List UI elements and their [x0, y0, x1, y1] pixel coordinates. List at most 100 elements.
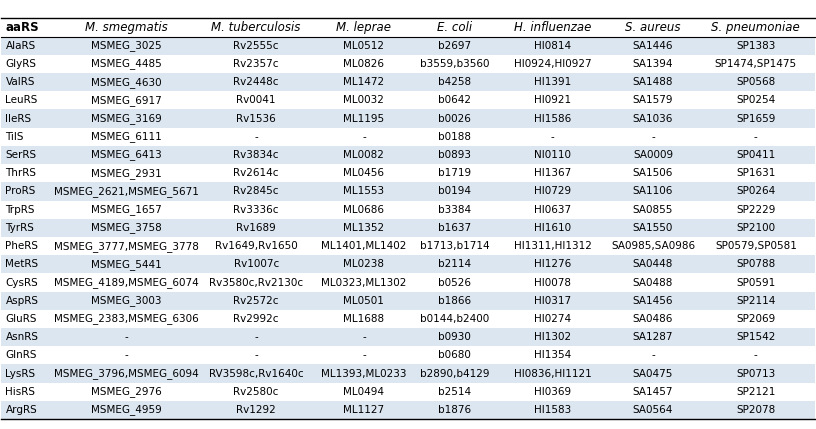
- Text: SP1659: SP1659: [736, 114, 775, 124]
- Text: ML1127: ML1127: [344, 405, 384, 415]
- Text: b2514: b2514: [438, 387, 471, 397]
- Text: SP2100: SP2100: [736, 223, 775, 233]
- Text: SA1446: SA1446: [632, 41, 673, 51]
- Text: H. influenzae: H. influenzae: [514, 21, 592, 34]
- Bar: [2, 219, 814, 237]
- Text: b1719: b1719: [438, 168, 471, 178]
- Text: MSMEG_3003: MSMEG_3003: [91, 295, 162, 306]
- Text: b0526: b0526: [438, 278, 471, 287]
- Text: -: -: [255, 350, 258, 360]
- Text: -: -: [124, 332, 128, 342]
- Text: MSMEG_6111: MSMEG_6111: [91, 131, 162, 142]
- Text: M. smegmatis: M. smegmatis: [85, 21, 167, 34]
- Text: SA0486: SA0486: [632, 314, 673, 324]
- Text: M. tuberculosis: M. tuberculosis: [211, 21, 301, 34]
- Text: HI1302: HI1302: [534, 332, 571, 342]
- Text: ProRS: ProRS: [6, 187, 36, 196]
- Text: Rv2572c: Rv2572c: [233, 296, 279, 306]
- Text: ML1553: ML1553: [344, 187, 384, 196]
- Text: MSMEG_5441: MSMEG_5441: [91, 259, 162, 270]
- Text: MSMEG_1657: MSMEG_1657: [91, 204, 162, 215]
- Text: MSMEG_6917: MSMEG_6917: [91, 95, 162, 106]
- Text: ThrRS: ThrRS: [6, 168, 37, 178]
- Text: -: -: [362, 332, 366, 342]
- Text: ML1472: ML1472: [344, 77, 384, 87]
- Text: -: -: [651, 350, 654, 360]
- Text: SA1488: SA1488: [632, 77, 673, 87]
- Text: HI0729: HI0729: [534, 187, 571, 196]
- Bar: [2, 146, 814, 164]
- Text: HI0078: HI0078: [534, 278, 571, 287]
- Text: b3384: b3384: [438, 205, 471, 214]
- Text: SP2121: SP2121: [736, 387, 775, 397]
- Text: SA0475: SA0475: [632, 369, 673, 378]
- Text: ML0494: ML0494: [344, 387, 384, 397]
- Text: aaRS: aaRS: [6, 21, 39, 34]
- Bar: [2, 292, 814, 310]
- Text: b0194: b0194: [438, 187, 471, 196]
- Text: b0026: b0026: [438, 114, 471, 124]
- Text: TyrRS: TyrRS: [6, 223, 34, 233]
- Text: SP0264: SP0264: [736, 187, 775, 196]
- Text: SP2114: SP2114: [736, 296, 775, 306]
- Text: MSMEG_2621,MSMEG_5671: MSMEG_2621,MSMEG_5671: [54, 186, 199, 197]
- Text: Rv2448c: Rv2448c: [233, 77, 279, 87]
- Text: ML1195: ML1195: [344, 114, 384, 124]
- Text: HI0317: HI0317: [534, 296, 571, 306]
- Text: MSMEG_3758: MSMEG_3758: [91, 222, 162, 233]
- Text: HI0921: HI0921: [534, 95, 571, 106]
- Text: AsnRS: AsnRS: [6, 332, 38, 342]
- Text: b4258: b4258: [438, 77, 471, 87]
- Text: ML1352: ML1352: [344, 223, 384, 233]
- Text: b0188: b0188: [438, 132, 471, 142]
- Text: b1876: b1876: [438, 405, 471, 415]
- Text: SA0448: SA0448: [632, 259, 673, 269]
- Text: Rv2992c: Rv2992c: [233, 314, 279, 324]
- Text: SP0713: SP0713: [736, 369, 775, 378]
- Text: MSMEG_3025: MSMEG_3025: [91, 40, 162, 51]
- Text: SP0411: SP0411: [736, 150, 775, 160]
- Text: MetRS: MetRS: [6, 259, 38, 269]
- Text: ML0512: ML0512: [344, 41, 384, 51]
- Text: SP0788: SP0788: [736, 259, 775, 269]
- Text: b1713,b1714: b1713,b1714: [419, 241, 490, 251]
- Text: HI0924,HI0927: HI0924,HI0927: [514, 59, 592, 69]
- Text: HI0814: HI0814: [534, 41, 571, 51]
- Text: MSMEG_6413: MSMEG_6413: [91, 150, 162, 160]
- Text: ArgRS: ArgRS: [6, 405, 38, 415]
- Text: Rv3580c,Rv2130c: Rv3580c,Rv2130c: [209, 278, 304, 287]
- Text: b3559,b3560: b3559,b3560: [419, 59, 490, 69]
- Text: b0930: b0930: [438, 332, 471, 342]
- Text: SA0985,SA0986: SA0985,SA0986: [611, 241, 695, 251]
- Text: HI1367: HI1367: [534, 168, 571, 178]
- Text: Rv2845c: Rv2845c: [233, 187, 279, 196]
- Text: Rv1007c: Rv1007c: [233, 259, 279, 269]
- Text: -: -: [255, 132, 258, 142]
- Text: AlaRS: AlaRS: [6, 41, 36, 51]
- Text: HI1391: HI1391: [534, 77, 571, 87]
- Text: SP2078: SP2078: [736, 405, 775, 415]
- Text: SP2229: SP2229: [736, 205, 775, 214]
- Text: b1866: b1866: [438, 296, 471, 306]
- Text: SA1457: SA1457: [632, 387, 673, 397]
- Text: SA0564: SA0564: [632, 405, 673, 415]
- Text: -: -: [124, 350, 128, 360]
- Text: GluRS: GluRS: [6, 314, 37, 324]
- Text: MSMEG_4189,MSMEG_6074: MSMEG_4189,MSMEG_6074: [54, 277, 198, 288]
- Text: b0642: b0642: [438, 95, 471, 106]
- Text: MSMEG_4485: MSMEG_4485: [91, 58, 162, 69]
- Text: CysRS: CysRS: [6, 278, 38, 287]
- Text: MSMEG_2931: MSMEG_2931: [91, 168, 162, 179]
- Text: ML0456: ML0456: [344, 168, 384, 178]
- Text: ML1688: ML1688: [344, 314, 384, 324]
- Text: MSMEG_3169: MSMEG_3169: [91, 113, 162, 124]
- Text: Rv1689: Rv1689: [237, 223, 276, 233]
- Text: SA0855: SA0855: [632, 205, 673, 214]
- Bar: [2, 73, 814, 91]
- Text: ML0082: ML0082: [344, 150, 384, 160]
- Text: PheRS: PheRS: [6, 241, 38, 251]
- Text: SA1287: SA1287: [632, 332, 673, 342]
- Bar: [2, 401, 814, 419]
- Text: HI1583: HI1583: [534, 405, 571, 415]
- Text: b0680: b0680: [438, 350, 471, 360]
